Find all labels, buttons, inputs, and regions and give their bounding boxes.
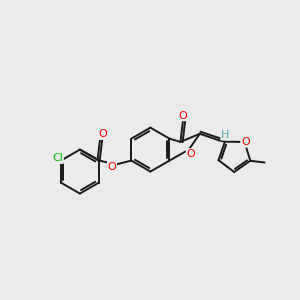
Text: O: O bbox=[179, 111, 188, 121]
Text: O: O bbox=[241, 137, 250, 147]
Text: Cl: Cl bbox=[52, 153, 63, 163]
Text: H: H bbox=[221, 130, 230, 140]
Text: O: O bbox=[186, 149, 195, 159]
Text: O: O bbox=[108, 161, 116, 172]
Text: O: O bbox=[98, 129, 107, 139]
